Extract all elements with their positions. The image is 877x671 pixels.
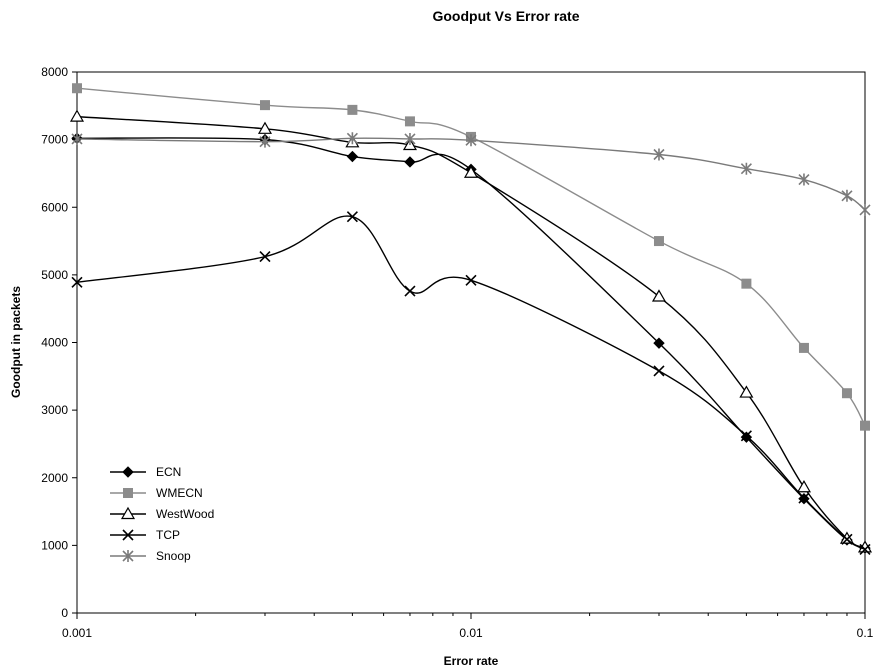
legend-label-tcp: TCP (156, 528, 180, 542)
legend: ECN WMECN WestWood TCP Snoop (110, 465, 214, 563)
y-tick-label: 8000 (41, 65, 68, 79)
x-axis-ticks: 0.001 0.01 0.1 (62, 613, 874, 640)
y-tick-label: 1000 (41, 538, 68, 552)
legend-label-snoop: Snoop (156, 549, 191, 563)
data-point-wmecn (841, 388, 852, 399)
plot-area (76, 71, 866, 614)
legend-marker-wmecn (123, 488, 133, 498)
data-point-wmecn (72, 83, 82, 94)
data-point-snoop (404, 132, 416, 145)
data-point-ecn (346, 150, 359, 163)
data-point-ecn (404, 156, 416, 168)
legend-marker-ecn (122, 466, 134, 478)
series-tcp (71, 211, 871, 555)
series-wmecn (72, 83, 870, 431)
data-point-snoop (653, 148, 665, 161)
data-point-westwood (796, 480, 812, 493)
data-point-snoop (465, 134, 477, 147)
legend-marker-tcp (122, 529, 134, 541)
y-tick-label: 4000 (41, 336, 68, 350)
y-axis-ticks: 0 1000 2000 3000 4000 5000 6000 7000 8000 (41, 65, 77, 620)
legend-label-ecn: ECN (156, 465, 181, 479)
series-group (69, 83, 873, 555)
legend-marker-snoop (122, 550, 134, 562)
legend-item-ecn: ECN (110, 465, 181, 479)
data-point-westwood (257, 121, 273, 134)
y-axis-label: Goodput in packets (9, 286, 23, 398)
x-tick-label: 0.01 (459, 626, 483, 640)
data-point-tcp (404, 285, 416, 297)
data-point-snoop (859, 203, 871, 216)
series-snoop (71, 132, 871, 216)
data-point-tcp (259, 251, 271, 263)
data-point-tcp (798, 492, 810, 504)
data-point-westwood (839, 531, 855, 544)
legend-item-snoop: Snoop (110, 549, 191, 563)
data-point-snoop (346, 132, 358, 145)
data-point-westwood (651, 289, 667, 302)
data-point-westwood (69, 109, 85, 122)
data-point-wmecn (860, 420, 870, 431)
y-tick-label: 2000 (41, 471, 68, 485)
data-point-ecn (740, 431, 753, 443)
data-point-wmecn (347, 104, 358, 115)
x-tick-label: 0.1 (857, 626, 874, 640)
legend-item-tcp: TCP (110, 528, 180, 542)
data-point-tcp (653, 365, 665, 377)
data-point-wmecn (653, 236, 664, 247)
legend-item-westwood: WestWood (110, 506, 214, 521)
y-tick-label: 3000 (41, 403, 68, 417)
y-tick-label: 7000 (41, 133, 68, 147)
data-point-tcp (841, 533, 853, 545)
data-point-wmecn (798, 342, 809, 353)
data-point-wmecn (741, 278, 752, 289)
y-tick-label: 6000 (41, 200, 68, 214)
data-point-snoop (71, 132, 83, 145)
y-tick-label: 5000 (41, 268, 68, 282)
data-point-tcp (859, 543, 871, 555)
x-axis-label: Error rate (444, 654, 499, 668)
data-point-wmecn (259, 100, 270, 111)
legend-label-wmecn: WMECN (156, 486, 203, 500)
data-point-snoop (740, 162, 752, 175)
data-point-snoop (259, 135, 271, 148)
data-point-snoop (841, 189, 853, 202)
legend-item-wmecn: WMECN (110, 486, 203, 500)
series-line-snoop (76, 137, 866, 211)
legend-label-westwood: WestWood (156, 507, 214, 521)
x-tick-label: 0.001 (62, 626, 92, 640)
data-point-tcp (71, 276, 83, 288)
data-point-tcp (740, 430, 752, 442)
chart-title: Goodput Vs Error rate (432, 8, 579, 24)
data-point-snoop (798, 173, 810, 186)
data-point-westwood (463, 165, 479, 178)
data-point-ecn (653, 337, 665, 349)
data-point-westwood (739, 385, 754, 398)
y-tick-label: 0 (61, 606, 68, 620)
legend-marker-westwood (120, 506, 136, 520)
data-point-tcp (465, 274, 477, 286)
data-point-wmecn (404, 116, 415, 127)
data-point-tcp (346, 211, 358, 223)
